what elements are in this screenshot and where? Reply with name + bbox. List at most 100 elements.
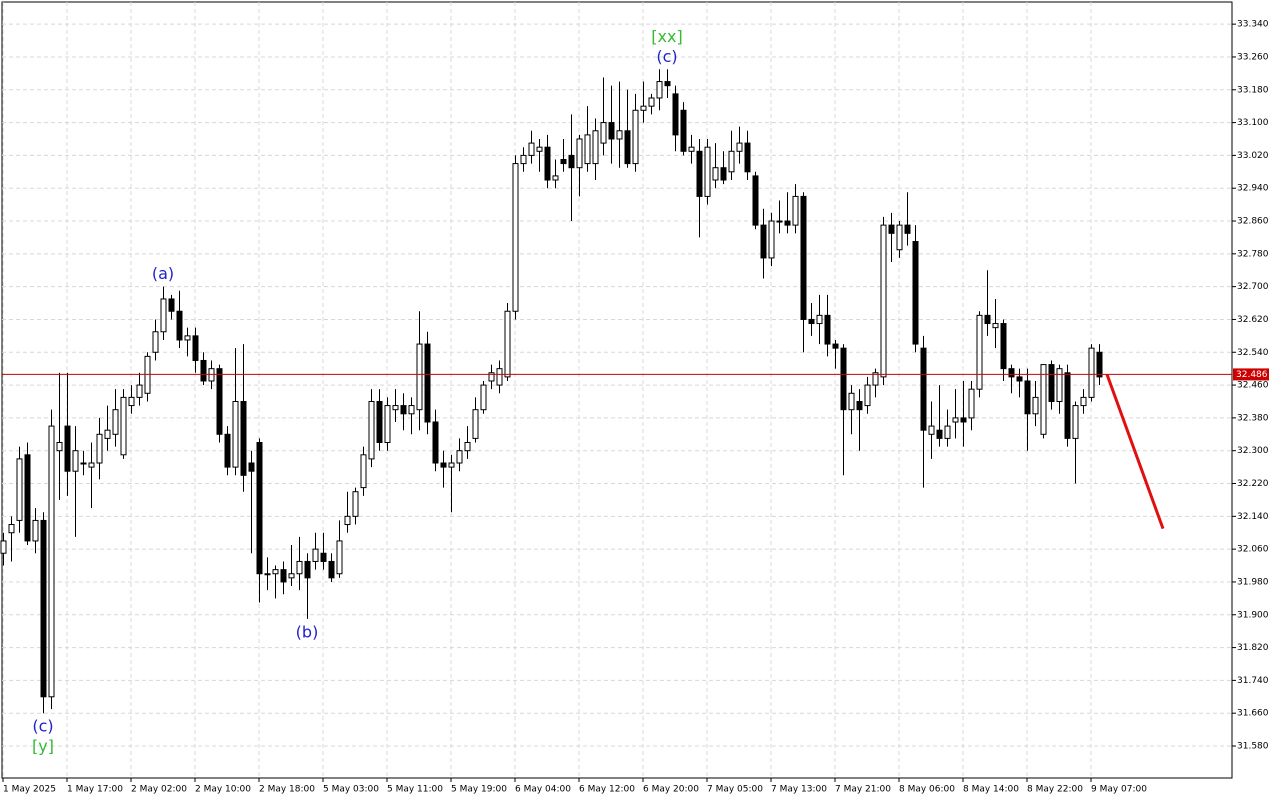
candle-body — [64, 425, 71, 472]
candle-body — [120, 396, 127, 456]
y-tick-label: 32.700 — [1237, 282, 1269, 292]
candle-body — [736, 142, 743, 152]
candle-body — [872, 372, 879, 386]
candle-body — [656, 81, 663, 99]
candle-body — [384, 405, 391, 443]
candle-body — [920, 347, 927, 431]
candle-body — [1088, 347, 1095, 398]
candle-body — [680, 109, 687, 152]
price-label: 32.486 — [1236, 370, 1268, 380]
candle-body — [640, 105, 647, 111]
y-tick-label: 32.940 — [1237, 184, 1269, 194]
candle-body — [992, 323, 999, 329]
candle-body — [200, 359, 207, 382]
candle-body — [688, 146, 695, 152]
candle-body — [1024, 380, 1031, 415]
y-tick-label: 32.380 — [1237, 413, 1269, 423]
candle-body — [928, 425, 935, 435]
candle-body — [840, 347, 847, 411]
candle-body — [712, 167, 719, 181]
candle-body — [400, 405, 407, 415]
candle-body — [896, 224, 903, 251]
x-tick-label: 2 May 02:00 — [131, 785, 187, 795]
candle-body — [1096, 351, 1103, 378]
candle-body — [912, 241, 919, 345]
candle-body — [480, 384, 487, 411]
x-tick-label: 2 May 18:00 — [259, 785, 315, 795]
wave-label: (b) — [296, 622, 319, 641]
candle-body — [264, 573, 271, 576]
x-tick-label: 1 May 2025 — [3, 785, 56, 795]
candle-body — [248, 462, 255, 472]
candle-body — [880, 224, 887, 378]
candle-body — [112, 409, 119, 435]
candle-body — [440, 462, 447, 468]
candle-body — [232, 400, 239, 468]
candle-body — [1048, 364, 1055, 402]
candle-body — [496, 368, 503, 386]
y-tick-label: 31.900 — [1237, 610, 1269, 620]
y-tick-label: 31.660 — [1237, 709, 1269, 719]
candle-body — [792, 195, 799, 226]
candle-body — [752, 175, 759, 226]
candle-body — [1072, 405, 1079, 439]
x-tick-label: 9 May 07:00 — [1091, 785, 1147, 795]
y-tick-label: 33.100 — [1237, 118, 1269, 128]
y-tick-label: 31.740 — [1237, 676, 1269, 686]
candle-body — [608, 122, 615, 140]
candle-body — [824, 314, 831, 345]
candle-body — [1064, 372, 1071, 439]
x-tick-label: 5 May 03:00 — [323, 785, 379, 795]
x-tick-label: 8 May 14:00 — [963, 785, 1019, 795]
candle-body — [416, 343, 423, 411]
candle-body — [576, 138, 583, 169]
candle-body — [800, 195, 807, 320]
y-tick-label: 33.340 — [1237, 20, 1269, 30]
candle-body — [704, 146, 711, 197]
candle-body — [1016, 376, 1023, 382]
candle-body — [360, 454, 367, 489]
y-tick-label: 32.620 — [1237, 315, 1269, 325]
candle-body — [560, 158, 567, 165]
candle-body — [56, 441, 63, 452]
candle-body — [744, 142, 751, 173]
wave-label: (a) — [152, 264, 174, 283]
y-tick-label: 33.260 — [1237, 52, 1269, 62]
candle-body — [328, 560, 335, 579]
candle-body — [152, 331, 159, 353]
candle-body — [408, 405, 415, 415]
candle-body — [544, 146, 551, 181]
candle-body — [96, 433, 103, 464]
candle-body — [1008, 368, 1015, 378]
candle-body — [488, 372, 495, 382]
candle-body — [568, 154, 575, 169]
candle-body — [808, 318, 815, 325]
candle-body — [320, 552, 327, 562]
candle-body — [24, 454, 31, 542]
candle-body — [600, 122, 607, 144]
x-tick-label: 7 May 13:00 — [771, 785, 827, 795]
candle-body — [80, 462, 87, 465]
candle-body — [760, 224, 767, 259]
x-tick-label: 6 May 20:00 — [643, 785, 699, 795]
candle-body — [224, 433, 231, 468]
price-label-box — [1233, 368, 1269, 381]
candle-body — [168, 298, 175, 312]
x-tick-label: 8 May 22:00 — [1027, 785, 1083, 795]
y-tick-label: 32.300 — [1237, 446, 1269, 456]
wave-label: [xx] — [651, 27, 682, 46]
candle-body — [1040, 364, 1047, 435]
candle-body — [288, 573, 295, 579]
wave-label: (c) — [32, 717, 53, 736]
candle-body — [528, 142, 535, 156]
candle-body — [272, 569, 279, 575]
candle-body — [664, 81, 671, 87]
candle-body — [784, 220, 791, 226]
candle-body — [256, 441, 263, 575]
candle-body — [424, 343, 431, 423]
candle-body — [160, 298, 167, 333]
candle-body — [728, 150, 735, 173]
candle-body — [832, 343, 839, 349]
y-tick-label: 32.860 — [1237, 217, 1269, 227]
